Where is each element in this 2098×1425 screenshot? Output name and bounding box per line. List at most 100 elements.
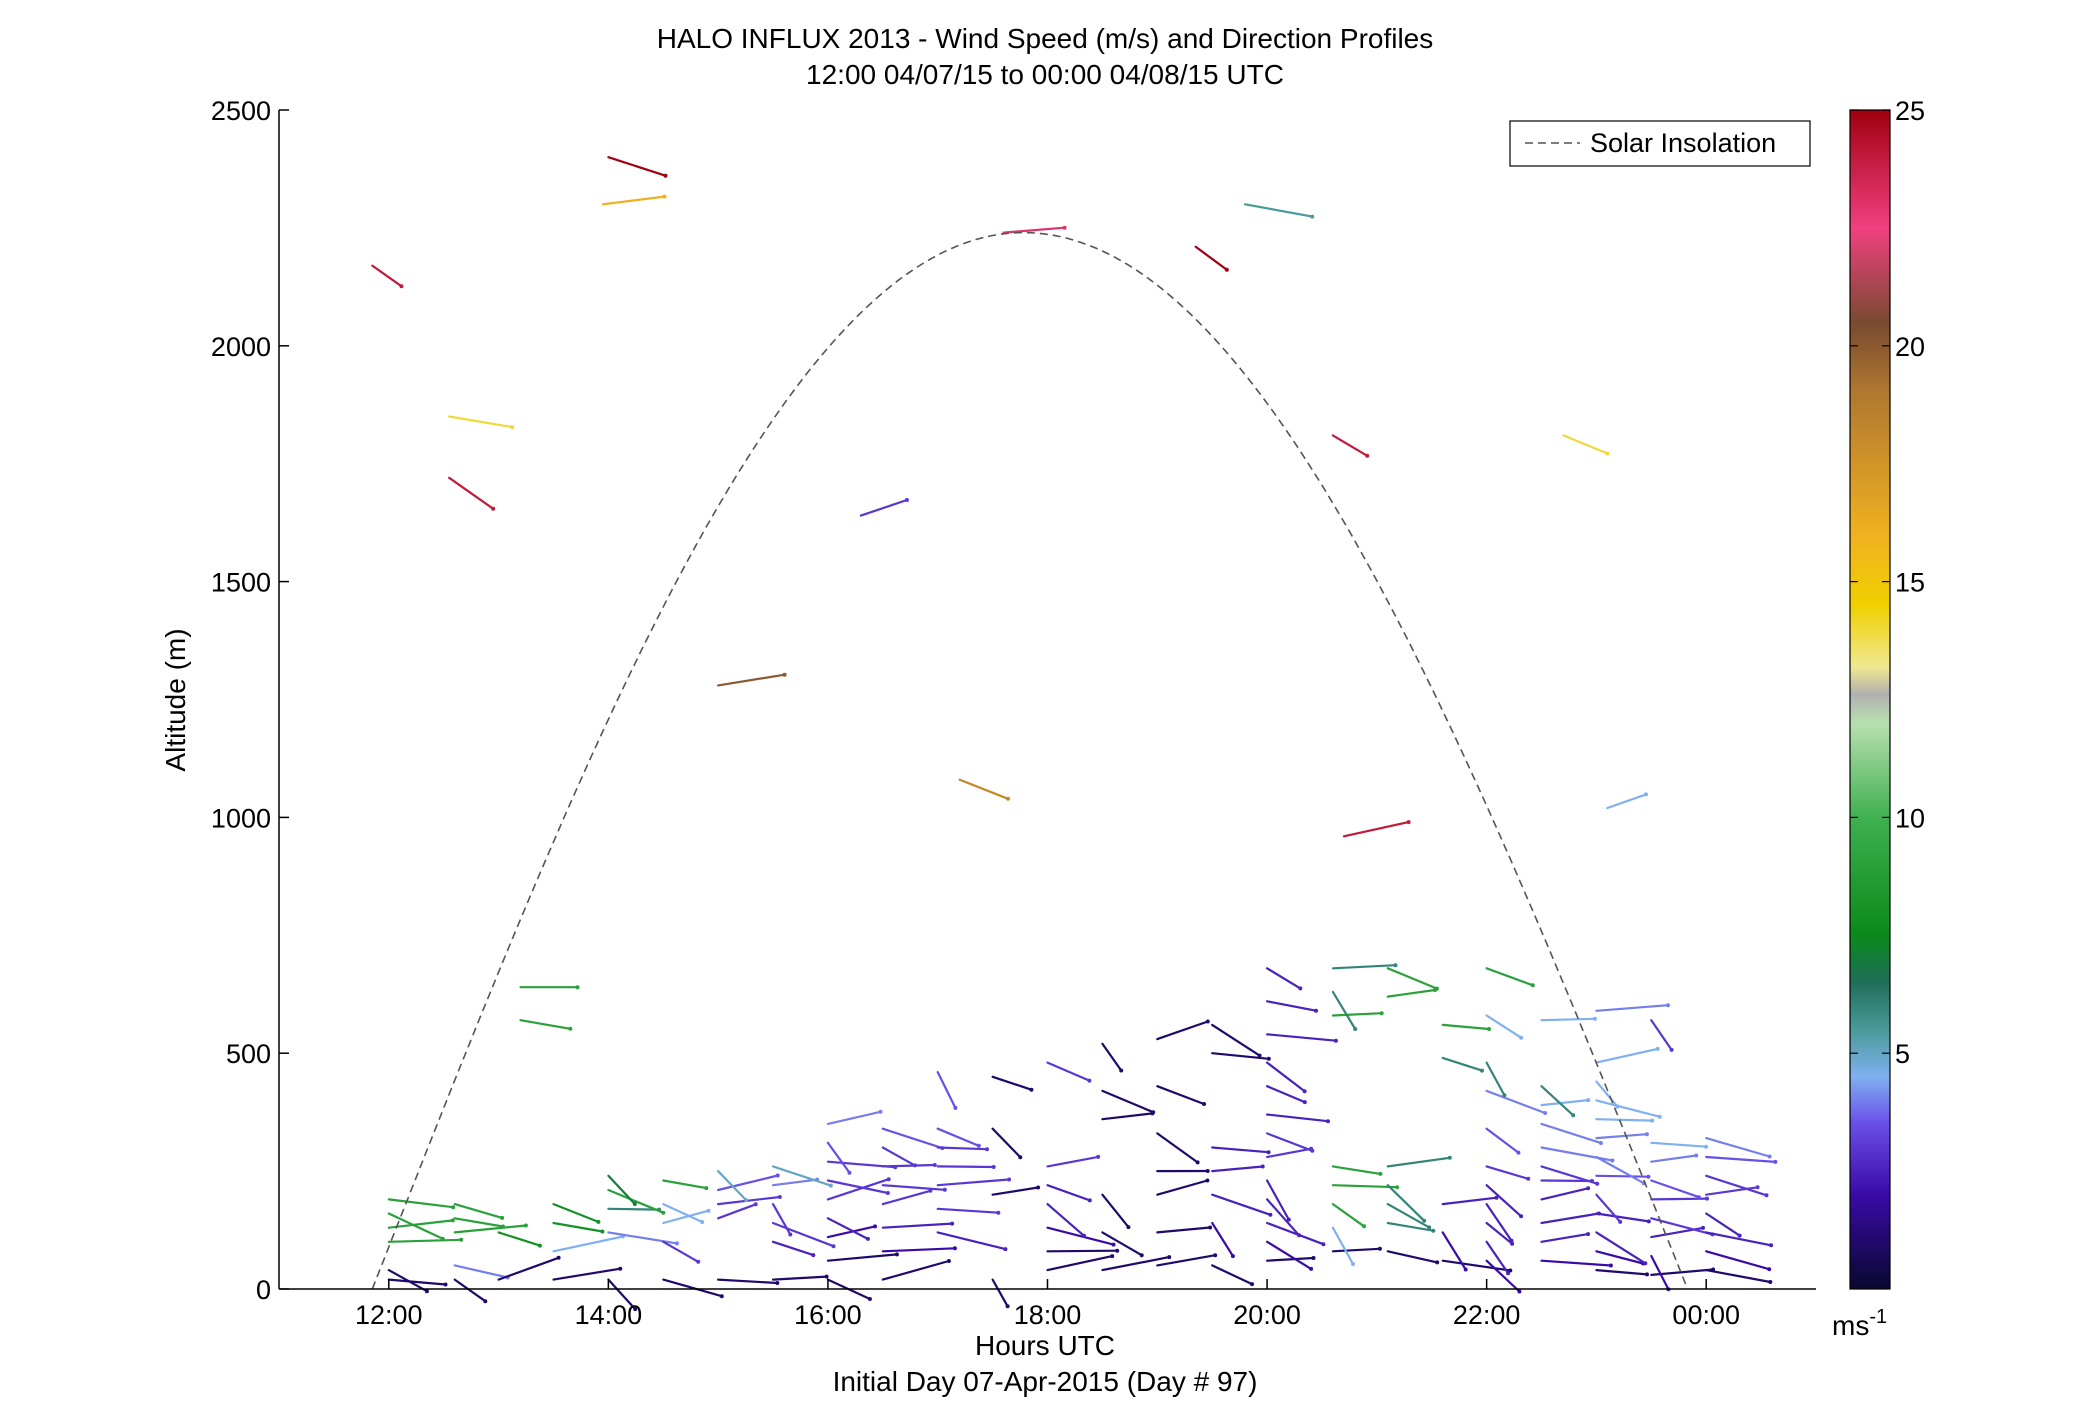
wind-barb <box>771 1165 832 1187</box>
colorbar-tick-label: 15 <box>1895 568 1925 598</box>
wind-barb <box>1342 820 1410 838</box>
plot-area <box>279 110 1816 1289</box>
wind-barb <box>1331 1202 1366 1228</box>
wind-barb <box>662 1202 704 1224</box>
wind-barb-tip <box>1119 1068 1124 1073</box>
wind-barb-tip <box>1608 1263 1613 1268</box>
wind-barb-tip <box>1494 1195 1499 1200</box>
wind-barb-tip <box>1767 1267 1772 1272</box>
wind-barb-tip <box>1480 1068 1484 1073</box>
wind-barb-tip <box>1586 1186 1591 1191</box>
wind-barb-tip <box>1006 796 1010 801</box>
wind-barb <box>1156 1226 1212 1234</box>
wind-barb <box>1705 1212 1741 1237</box>
wind-barb <box>1705 1136 1771 1158</box>
colorbar <box>1849 109 1891 1290</box>
wind-barb <box>1101 1255 1171 1272</box>
wind-barb-tip <box>523 1223 528 1228</box>
wind-barb-tip <box>894 1252 899 1257</box>
wind-barb <box>1386 967 1439 990</box>
wind-barb-tip <box>1571 1113 1576 1118</box>
wind-barb-tip <box>1298 986 1303 991</box>
wind-barb <box>1606 793 1648 810</box>
wind-barb <box>453 1202 504 1220</box>
wind-barb <box>1485 1259 1521 1293</box>
wind-barb-tip <box>618 1266 623 1271</box>
wind-barb <box>1485 1202 1513 1242</box>
wind-barb <box>1485 967 1534 987</box>
wind-barb <box>1386 1221 1435 1232</box>
wind-barb-tip <box>1266 1150 1271 1155</box>
legend: Solar Insolation <box>1509 120 1811 167</box>
wind-barb-tip <box>1393 963 1398 968</box>
wind-barb <box>387 1268 428 1293</box>
wind-barb-tip <box>1314 1008 1318 1013</box>
colorbar-tick-label: 20 <box>1895 332 1925 362</box>
wind-barb-tip <box>942 1187 947 1192</box>
wind-barb-tip <box>1126 1225 1131 1230</box>
wind-barb-tip <box>1435 1260 1440 1265</box>
wind-barb <box>1211 1193 1272 1216</box>
wind-barb-tip <box>1151 1110 1156 1115</box>
wind-barb <box>716 1174 779 1192</box>
chart-title: HALO INFLUX 2013 - Wind Speed (m/s) and … <box>657 23 1434 54</box>
wind-barb-tip <box>777 1195 782 1199</box>
wind-barb-tip <box>985 1147 989 1152</box>
wind-barb <box>1485 1221 1514 1245</box>
wind-barb <box>1485 1184 1523 1218</box>
wind-barb <box>371 264 403 288</box>
wind-barb <box>1211 1023 1261 1057</box>
y-tick-label: 1500 <box>211 568 271 598</box>
wind-barb <box>448 415 514 429</box>
wind-barb-tip <box>1506 1271 1511 1276</box>
wind-barb-tip <box>847 1170 852 1175</box>
wind-barb-tip <box>1333 1038 1338 1043</box>
wind-barb-tip <box>1644 792 1648 797</box>
wind-barb <box>716 1203 757 1220</box>
wind-barb <box>936 1127 980 1147</box>
wind-barb-tip <box>1213 1253 1218 1258</box>
wind-barb <box>1540 1259 1613 1267</box>
colorbar-tick-label: 25 <box>1895 96 1925 126</box>
wind-barb-tip <box>1519 1214 1524 1219</box>
wind-barb <box>607 1174 636 1206</box>
y-tick-label: 2500 <box>211 96 271 126</box>
wind-barb <box>662 1240 700 1263</box>
wind-barb-tip <box>491 506 496 511</box>
wind-barb-tip <box>1705 1196 1709 1201</box>
wind-barb <box>1650 1179 1700 1199</box>
wind-barb <box>991 1186 1040 1196</box>
colorbar-unit-base: ms <box>1832 1310 1869 1341</box>
wind-barb <box>1386 1202 1431 1229</box>
wind-barb <box>1046 1202 1086 1237</box>
wind-barb-tip <box>501 1224 505 1229</box>
wind-barb <box>1650 1154 1698 1163</box>
wind-barb-tip <box>1082 1233 1086 1238</box>
wind-barb-tip <box>1526 1176 1531 1181</box>
wind-barb <box>1211 1264 1254 1286</box>
wind-barb-tip <box>1610 1158 1615 1163</box>
wind-barb <box>607 1231 679 1245</box>
wind-barb-tip <box>510 425 515 430</box>
wind-barb-tip <box>632 1202 637 1206</box>
wind-barb-tip <box>1062 225 1067 230</box>
legend-box <box>1509 120 1811 167</box>
wind-barb <box>1002 226 1066 234</box>
wind-barb <box>1046 1061 1091 1082</box>
wind-barb <box>1540 1098 1590 1107</box>
wind-barb-tip <box>459 1237 464 1242</box>
wind-barb <box>1386 1156 1451 1168</box>
wind-barb-tip <box>1618 1219 1623 1224</box>
wind-barb <box>453 1224 528 1234</box>
wind-barb-tip <box>1644 1132 1649 1137</box>
wind-barb <box>991 1127 1022 1159</box>
y-tick-label: 500 <box>226 1039 271 1069</box>
wind-barb <box>1705 1268 1772 1284</box>
wind-barb-tip <box>706 1208 711 1213</box>
wind-barb <box>1046 1249 1119 1253</box>
wind-barb-tip <box>575 985 580 990</box>
wind-barb-tip <box>1447 1155 1452 1160</box>
wind-barb <box>1265 1085 1306 1104</box>
wind-barb-tip <box>1036 1185 1041 1190</box>
wind-barb <box>881 1146 917 1167</box>
